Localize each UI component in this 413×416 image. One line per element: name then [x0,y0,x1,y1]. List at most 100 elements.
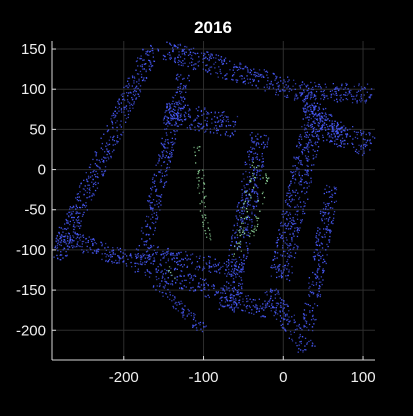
data-point [53,257,54,258]
data-point [256,230,257,231]
data-point [242,301,243,302]
data-point [261,77,262,78]
data-point [195,63,196,64]
y-tick-label: 100 [21,81,46,98]
data-point [198,282,199,283]
data-point [146,216,147,217]
data-point [293,234,294,235]
data-point [288,271,289,272]
data-point [194,317,195,318]
data-point [246,308,247,309]
data-point [367,140,368,141]
data-point [164,286,165,287]
data-point [242,283,243,284]
data-point [235,276,236,277]
data-point [156,276,157,277]
data-point [177,112,178,113]
data-point [257,170,258,171]
data-point [111,254,112,255]
data-point [288,188,289,189]
data-point [106,143,107,144]
data-point [311,145,312,146]
data-point [364,94,365,95]
data-point [234,131,235,132]
data-point [315,99,316,100]
data-point [198,61,199,62]
data-point [88,240,89,241]
data-point [166,155,167,156]
data-point [73,231,74,232]
data-point [326,116,327,117]
data-point [322,121,323,122]
data-point [247,67,248,68]
data-point [139,96,140,97]
data-point [150,219,151,220]
data-point [304,105,305,106]
data-point [276,293,277,294]
data-point [87,252,88,253]
data-point [322,247,323,248]
data-point [197,286,198,287]
data-point [78,219,79,220]
data-point [257,142,258,143]
data-point [363,151,364,152]
data-point [324,234,325,235]
data-point [249,243,250,244]
data-point [339,134,340,135]
data-point [172,125,173,126]
data-point [294,322,295,323]
data-point [145,272,146,273]
data-point [229,61,230,62]
data-point [308,147,309,148]
data-point [115,144,116,145]
data-point [363,138,364,139]
data-point [158,160,159,161]
data-point [301,341,302,342]
data-point [280,237,281,238]
data-point [247,176,248,177]
data-point [327,230,328,231]
data-point [146,255,147,256]
data-point [174,296,175,297]
data-point [352,99,353,100]
data-point [315,118,316,119]
data-point [220,59,221,60]
data-point [237,67,238,68]
data-point [312,113,313,114]
data-point [253,69,254,70]
data-point [89,167,90,168]
data-point [237,270,238,271]
data-point [216,265,217,266]
data-point [284,251,285,252]
data-point [203,285,204,286]
data-point [288,250,289,251]
data-point [340,122,341,123]
y-tick-label: 150 [21,41,46,58]
data-point [219,262,220,263]
data-point [244,230,245,231]
data-point [240,304,241,305]
data-point [157,285,158,286]
data-point [339,99,340,100]
data-point [256,144,257,145]
data-point [303,111,304,112]
data-point [265,144,266,145]
data-point [286,97,287,98]
data-point [215,112,216,113]
data-point [245,171,246,172]
data-point [291,90,292,91]
data-point [314,103,315,104]
data-point [371,88,372,89]
data-point [251,212,252,213]
data-point [249,176,250,177]
data-point [272,290,273,291]
data-point [318,86,319,87]
data-point [239,76,240,77]
data-point [305,155,306,156]
data-point [285,213,286,214]
data-point [351,94,352,95]
data-point [295,195,296,196]
data-point [303,318,304,319]
data-point [302,153,303,154]
data-point [148,259,149,260]
